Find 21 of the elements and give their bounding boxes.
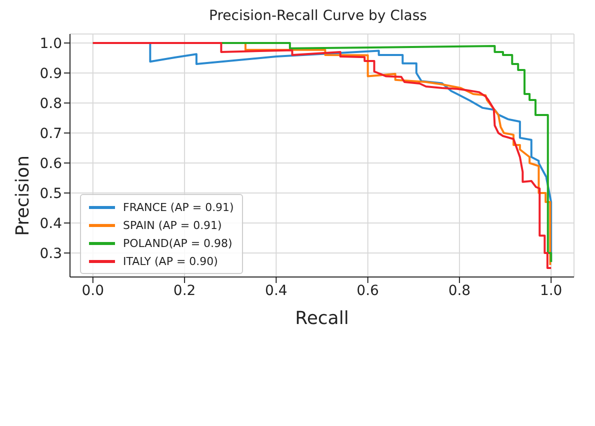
legend-label: ITALY (AP = 0.90) — [123, 254, 218, 268]
y-tick-label: 0.4 — [40, 216, 62, 232]
y-tick-label: 1.0 — [40, 36, 62, 52]
y-axis-title: Precision — [12, 156, 34, 236]
x-tick-label: 0.0 — [82, 282, 104, 299]
x-tick-label: 0.4 — [265, 282, 288, 299]
x-tick-label: 1.0 — [540, 282, 562, 299]
legend-label: POLAND(AP = 0.98) — [123, 236, 232, 250]
x-tick-label: 0.6 — [356, 282, 380, 299]
y-tick-label: 0.3 — [40, 246, 62, 262]
y-tick-label: 0.9 — [40, 66, 62, 82]
legend-label: FRANCE (AP = 0.91) — [123, 200, 234, 214]
y-tick-label: 0.5 — [40, 186, 62, 202]
x-axis-title: Recall — [295, 308, 349, 329]
y-tick-label: 0.7 — [40, 126, 62, 142]
x-tick-label: 0.8 — [448, 282, 471, 299]
y-tick-label: 0.8 — [40, 96, 62, 112]
x-tick-label: 0.2 — [173, 282, 196, 299]
y-tick-label: 0.6 — [40, 156, 62, 172]
chart-title: Precision-Recall Curve by Class — [208, 8, 428, 26]
legend-label: SPAIN (AP = 0.91) — [123, 218, 222, 232]
